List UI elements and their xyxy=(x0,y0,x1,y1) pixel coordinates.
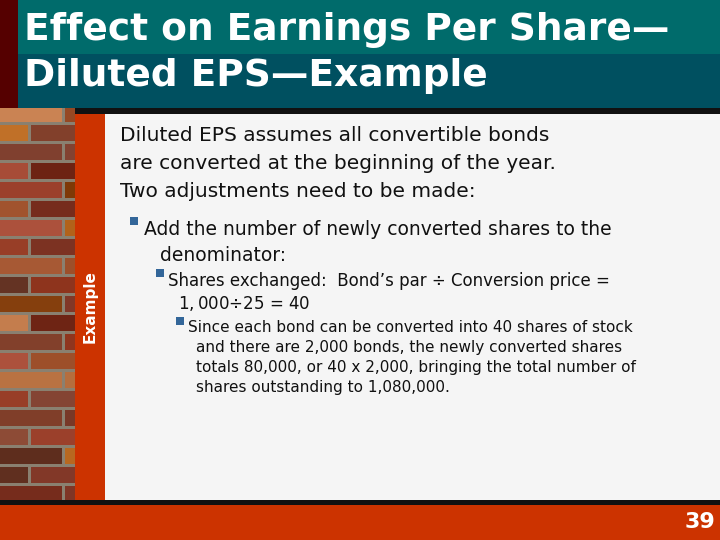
Bar xyxy=(65,448,75,464)
Text: Add the number of newly converted shares to the: Add the number of newly converted shares… xyxy=(144,220,611,239)
Bar xyxy=(65,524,75,540)
Bar xyxy=(65,144,75,160)
Bar xyxy=(130,217,138,225)
Bar xyxy=(31,239,75,255)
Text: and there are 2,000 bonds, the newly converted shares: and there are 2,000 bonds, the newly con… xyxy=(196,340,622,355)
Bar xyxy=(0,201,28,217)
Bar xyxy=(156,269,164,277)
Bar xyxy=(176,317,184,325)
Bar xyxy=(31,163,75,179)
Bar xyxy=(0,0,18,108)
Bar xyxy=(75,114,105,500)
Text: Two adjustments need to be made:: Two adjustments need to be made: xyxy=(120,182,476,201)
Bar xyxy=(0,144,62,160)
Bar xyxy=(0,315,28,331)
Text: Diluted EPS assumes all convertible bonds: Diluted EPS assumes all convertible bond… xyxy=(120,126,549,145)
Bar xyxy=(0,429,28,445)
Bar xyxy=(65,220,75,236)
Bar xyxy=(0,372,62,388)
Bar xyxy=(65,296,75,312)
Bar xyxy=(0,524,62,540)
Bar xyxy=(65,372,75,388)
Bar xyxy=(0,448,62,464)
Bar xyxy=(31,391,75,407)
Bar xyxy=(0,125,28,141)
Text: totals 80,000, or 40 x 2,000, bringing the total number of: totals 80,000, or 40 x 2,000, bringing t… xyxy=(196,360,636,375)
Bar xyxy=(0,277,28,293)
Bar xyxy=(0,239,28,255)
Bar xyxy=(0,258,62,274)
Bar xyxy=(65,486,75,502)
Bar xyxy=(65,182,75,198)
Bar xyxy=(65,106,75,122)
Bar xyxy=(0,500,720,505)
Bar xyxy=(0,108,75,540)
Bar xyxy=(75,108,720,114)
Bar xyxy=(0,353,28,369)
Bar xyxy=(0,391,28,407)
Bar xyxy=(31,125,75,141)
Bar xyxy=(31,201,75,217)
Text: shares outstanding to 1,080,000.: shares outstanding to 1,080,000. xyxy=(196,380,450,395)
Bar xyxy=(0,486,62,502)
Text: $1,000 ÷ $25 = 40: $1,000 ÷ $25 = 40 xyxy=(178,294,310,313)
Bar xyxy=(0,296,62,312)
Bar xyxy=(0,467,28,483)
Text: Diluted EPS—Example: Diluted EPS—Example xyxy=(24,58,487,94)
Text: Example: Example xyxy=(83,271,97,343)
Bar xyxy=(0,182,62,198)
Bar xyxy=(0,505,720,540)
Bar xyxy=(0,87,28,103)
Text: are converted at the beginning of the year.: are converted at the beginning of the ye… xyxy=(120,154,556,173)
Bar xyxy=(31,353,75,369)
Text: Effect on Earnings Per Share—: Effect on Earnings Per Share— xyxy=(24,12,670,48)
Bar xyxy=(65,410,75,426)
Text: denominator:: denominator: xyxy=(160,246,286,265)
Text: Since each bond can be converted into 40 shares of stock: Since each bond can be converted into 40… xyxy=(188,320,633,335)
Bar xyxy=(31,429,75,445)
Bar xyxy=(75,114,720,500)
Bar xyxy=(65,334,75,350)
Bar xyxy=(0,334,62,350)
Bar xyxy=(31,87,75,103)
Bar xyxy=(0,0,720,54)
Bar xyxy=(31,505,75,521)
Bar xyxy=(0,505,28,521)
Bar xyxy=(31,315,75,331)
Bar xyxy=(0,410,62,426)
Bar xyxy=(65,258,75,274)
Bar xyxy=(0,106,62,122)
Bar xyxy=(31,467,75,483)
Bar xyxy=(31,277,75,293)
Bar xyxy=(0,163,28,179)
Text: Shares exchanged:  Bond’s par ÷ Conversion price =: Shares exchanged: Bond’s par ÷ Conversio… xyxy=(168,272,610,290)
Bar xyxy=(0,220,62,236)
Bar xyxy=(0,0,720,108)
Text: 39: 39 xyxy=(685,512,716,532)
